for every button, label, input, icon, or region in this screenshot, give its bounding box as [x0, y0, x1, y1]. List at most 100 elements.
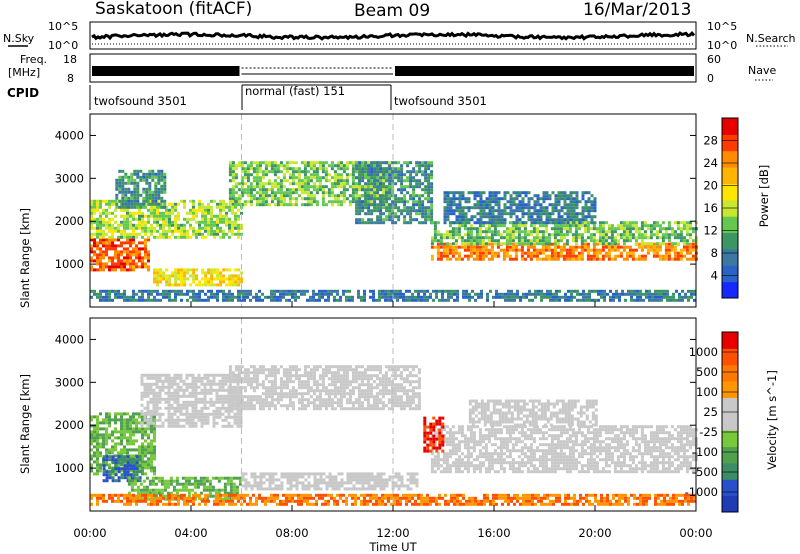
velocity-band-6: [241, 472, 419, 491]
noise-left-label: N.Sky: [3, 32, 35, 45]
velocity-band-1: [90, 412, 156, 476]
power-colorbar-swatch: [722, 281, 738, 299]
velocity-colorbar-tick-label: -25: [699, 425, 718, 439]
velocity-band-8: [468, 399, 598, 427]
x-tick-label: 12:00: [376, 526, 409, 540]
freq-label-line2: [MHz]: [8, 66, 40, 79]
power-colorbar-swatch: [722, 118, 738, 135]
velocity-colorbar-tick-label: 500: [696, 365, 718, 379]
velocity-y-axis: 1000 2000 3000 4000: [55, 332, 696, 475]
power-ytick-label: 3000: [55, 171, 84, 185]
velocity-ytick-label: 3000: [55, 375, 84, 389]
cpid-segment-3: twofsound 3501: [394, 94, 487, 108]
time-x-axis: 00:00 04:00 08:00 12:00 16:00 20:00 00:00: [73, 301, 713, 540]
power-colorbar-tick-label: 28: [703, 134, 718, 148]
power-band-10: [90, 289, 696, 302]
station-title: Saskatoon (fitACF): [95, 0, 252, 19]
power-colorbar-swatch: [722, 216, 738, 234]
velocity-band-10: [90, 493, 696, 506]
freq-bars: [92, 66, 694, 76]
power-colorbar-swatch: [722, 150, 738, 168]
velocity-colorbar-label: Velocity [m s^-1]: [765, 370, 779, 470]
freq-tick-top: 18: [63, 53, 77, 66]
noise-panel-frame: [89, 21, 697, 50]
velocity-colorbar-tick-label: -500: [692, 465, 718, 479]
beam-label: Beam 09: [354, 1, 430, 21]
velocity-colorbar-tick-label: 100: [696, 385, 718, 399]
power-band-4: [153, 268, 244, 287]
power-colorbar-label: Power [dB]: [757, 165, 771, 228]
power-band-2: [90, 199, 243, 239]
velocity-colorbar-frame: [721, 331, 739, 513]
noise-right-label: N.Search: [746, 32, 796, 45]
velocity-band-3: [140, 373, 243, 428]
power-colorbar-swatch: [722, 183, 738, 201]
velocity-colorbar-swatch: [722, 462, 738, 480]
x-tick-label: 00:00: [73, 526, 106, 540]
power-ytick-label: 1000: [55, 257, 84, 271]
freq-panel-frame: [89, 53, 697, 83]
power-colorbar-swatch: [722, 167, 738, 184]
velocity-band-7: [430, 425, 698, 474]
power-band-3: [115, 169, 167, 209]
cpid-segment-2: normal (fast) 151: [245, 84, 345, 98]
x-tick-label: 16:00: [477, 526, 510, 540]
nave-tick-bottom: 0: [707, 72, 714, 85]
power-colorbar-swatch: [722, 248, 738, 266]
cpid-label: CPID: [7, 86, 39, 100]
velocity-colorbar-tick-label: -100: [692, 445, 718, 459]
velocity-colorbar-swatch: [722, 332, 738, 349]
x-tick-label: 20:00: [578, 526, 611, 540]
power-colorbar-tick-label: 24: [703, 156, 718, 170]
velocity-colorbar-swatch: [722, 348, 738, 366]
velocity-colorbar-swatch: [722, 364, 738, 382]
noise-right-tick-bottom: 10^0: [707, 39, 737, 52]
velocity-colorbar-swatch: [722, 381, 738, 398]
velocity-ytick-label: 4000: [55, 332, 84, 346]
freq-label-line1: Freq.: [20, 53, 47, 66]
noise-right-tick-top: 10^5: [707, 20, 737, 33]
power-y-axis: 1000 2000 3000 4000: [55, 128, 696, 271]
power-colorbar-swatch: [722, 232, 738, 250]
velocity-heatmap: [90, 318, 698, 511]
power-band-6: [355, 161, 434, 225]
velocity-colorbar-swatch: [722, 446, 738, 464]
power-colorbar-tick-label: 20: [703, 179, 718, 193]
power-colorbar-tick-label: 4: [711, 269, 718, 283]
power-band-1: [90, 238, 150, 272]
freq-segment: [92, 66, 240, 76]
noise-sky-line: [91, 31, 696, 41]
cpid-segment-1: twofsound 3501: [94, 94, 187, 108]
x-tick-label: 00:00: [679, 526, 712, 540]
velocity-colorbar-swatch: [722, 479, 738, 497]
noise-trace: [91, 31, 696, 45]
velocity-colorbar: 1000 500 100 25 -25 -100 -500 -1000: [685, 331, 739, 513]
cpid-row: twofsound 3501 normal (fast) 151 twofsou…: [89, 84, 487, 110]
power-ytick-label: 4000: [55, 128, 84, 142]
velocity-colorbar-swatch: [722, 397, 738, 415]
noise-left-tick-bottom: 10^0: [48, 39, 78, 52]
velocity-colorbar-tick-label: -1000: [685, 485, 718, 499]
velocity-colorbar-swatch: [722, 430, 738, 448]
power-colorbar-tick-label: 16: [703, 201, 718, 215]
velocity-colorbar-tick-label: 25: [703, 405, 718, 419]
velocity-ytick-label: 2000: [55, 418, 84, 432]
power-y-label: Slant Range [km]: [18, 208, 32, 308]
power-band-9: [443, 191, 597, 225]
power-colorbar-swatch: [722, 265, 738, 283]
velocity-colorbar-swatch: [722, 413, 738, 431]
power-colorbar-tick-label: 12: [703, 224, 718, 238]
x-tick-label: 04:00: [174, 526, 207, 540]
power-band-8: [430, 221, 698, 246]
velocity-y-label: Slant Range [km]: [18, 374, 32, 474]
freq-tick-bottom: 8: [67, 72, 74, 85]
velocity-ytick-label: 1000: [55, 461, 84, 475]
power-colorbar: 28 24 20 16 12 8 4: [703, 117, 739, 299]
velocity-colorbar-tick-label: 1000: [689, 345, 718, 359]
velocity-band-5: [228, 365, 421, 411]
nave-tick-top: 60: [707, 53, 721, 66]
power-heatmap: [90, 114, 698, 307]
power-band-7: [430, 242, 698, 261]
power-ytick-label: 2000: [55, 214, 84, 228]
